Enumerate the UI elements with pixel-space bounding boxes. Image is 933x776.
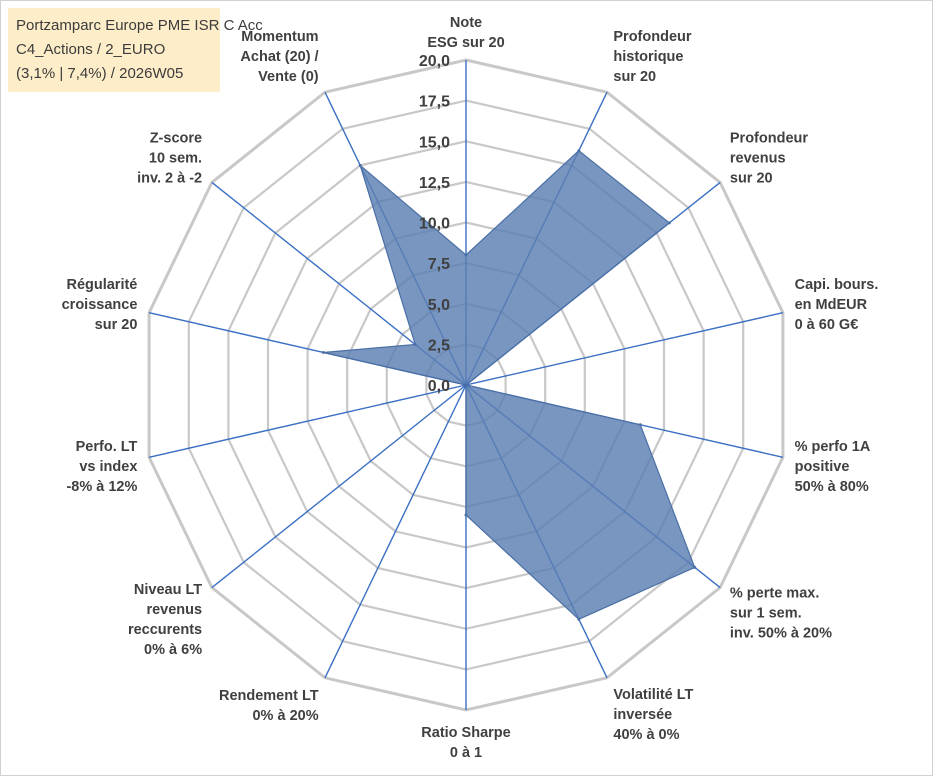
axis-label: Note ESG sur 20 <box>427 15 504 51</box>
axis-label-line: 0% à 6% <box>144 642 202 658</box>
axis-label-line: Momentum <box>241 29 318 45</box>
axis-label: Profondeur historique sur 20 <box>613 29 691 85</box>
series-point <box>693 565 697 569</box>
series-point <box>464 253 468 257</box>
axis-label: Z-score 10 sem. inv. 2 à -2 <box>137 130 202 186</box>
series-point <box>413 343 417 346</box>
axis-label: Rendement LT 0% à 20% <box>219 688 319 724</box>
axis-label-line: 10 sem. <box>149 150 202 166</box>
axis-spoke <box>324 384 467 679</box>
axis-label: Ratio Sharpe 0 à 1 <box>421 725 510 761</box>
tick-label: 20,0 <box>419 53 450 70</box>
series-point <box>667 221 671 225</box>
axis-label-line: croissance <box>62 297 138 313</box>
series-point <box>577 617 581 621</box>
axis-label-line: revenus <box>146 602 202 618</box>
axis-label-line: Achat (20) / <box>240 49 318 65</box>
series-point <box>638 423 642 427</box>
title-line-fund: Portzamparc Europe PME ISR C Acc <box>16 17 263 34</box>
axis-label-line: Profondeur <box>730 130 808 146</box>
axis-label-line: Niveau LT <box>134 582 202 598</box>
axis-label-line: Régularité <box>66 277 137 293</box>
tick-label: 2,5 <box>428 337 450 354</box>
tick-label: 10,0 <box>419 216 450 233</box>
axis-label-line: % perte max. <box>730 586 819 602</box>
axis-label-line: -8% à 12% <box>66 479 137 495</box>
axis-label-line: en MdEUR <box>795 297 868 313</box>
axis-label: Régularité croissance sur 20 <box>62 277 138 333</box>
axis-label-line: ESG sur 20 <box>427 35 504 51</box>
series-point <box>464 513 468 517</box>
axis-label-line: % perfo 1A <box>795 439 871 455</box>
axis-labels: Note ESG sur 20 Profondeur historique sur 20… <box>62 15 879 761</box>
title-line-stats: (3,1% | 7,4%) / 2026W05 <box>16 65 184 82</box>
title-line-category: C4_Actions / 2_EURO <box>16 41 166 58</box>
axis-label-line: historique <box>613 49 683 65</box>
tick-label: 17,5 <box>419 94 450 111</box>
axis-label-line: sur 20 <box>730 170 773 186</box>
series-area <box>323 149 696 621</box>
axis-label-line: sur 1 sem. <box>730 606 802 622</box>
axis-label-line: Vente (0) <box>258 69 319 85</box>
axis-label-line: Capi. bours. <box>795 277 879 293</box>
axis-label: Perfo. LT vs index -8% à 12% <box>66 439 137 495</box>
axis-label-line: Note <box>450 15 482 31</box>
axis-label-line: 0% à 20% <box>252 708 318 724</box>
tick-label: 15,0 <box>419 134 450 151</box>
axis-label: Momentum Achat (20) / Vente (0) <box>240 29 318 85</box>
axis-label-line: 50% à 80% <box>795 479 869 495</box>
series-point <box>321 351 325 354</box>
axis-label-line: inversée <box>613 707 672 723</box>
axis-label-line: positive <box>795 459 850 475</box>
series-point <box>464 383 468 387</box>
axis-spoke <box>211 384 467 589</box>
axis-label-line: 0 à 60 G€ <box>795 317 859 333</box>
axis-label-line: Profondeur <box>613 29 691 45</box>
axis-label: Capi. bours. en MdEUR 0 à 60 G€ <box>795 277 879 333</box>
axis-label: Profondeur revenus sur 20 <box>730 130 808 186</box>
axis-label-line: vs index <box>79 459 137 475</box>
axis-label-line: Z-score <box>150 130 202 146</box>
radar-series <box>321 149 697 621</box>
axis-label-line: Ratio Sharpe <box>421 725 510 741</box>
tick-label: 5,0 <box>428 297 450 314</box>
radial-tick-labels: 0,0 2,5 5,0 7,5 10,0 12,5 15,0 17,5 20,0 <box>419 53 450 395</box>
axis-label: % perte max. sur 1 sem. inv. 50% à 20% <box>730 586 832 642</box>
axis-label-line: revenus <box>730 150 786 166</box>
axis-label-line: 0 à 1 <box>450 745 482 761</box>
axis-label: Volatilité LT inversée 40% à 0% <box>613 687 693 743</box>
series-point <box>358 163 362 167</box>
axis-label-line: inv. 2 à -2 <box>137 170 202 186</box>
axis-label-line: reccurents <box>128 622 202 638</box>
axis-spoke <box>465 312 784 386</box>
chart-title-box: Portzamparc Europe PME ISR C Acc C4_Acti… <box>8 8 263 92</box>
series-point <box>577 149 581 153</box>
tick-label: 0,0 <box>428 378 450 395</box>
axis-label: % perfo 1A positive 50% à 80% <box>795 439 871 495</box>
axis-label: Niveau LT revenus reccurents 0% à 6% <box>128 582 202 658</box>
axis-label-line: sur 20 <box>613 69 656 85</box>
axis-label-line: inv. 50% à 20% <box>730 626 832 642</box>
axis-label-line: 40% à 0% <box>613 727 679 743</box>
tick-label: 7,5 <box>428 256 450 273</box>
axis-label-line: Volatilité LT <box>613 687 693 703</box>
axis-label-line: sur 20 <box>95 317 138 333</box>
axis-label-line: Rendement LT <box>219 688 319 704</box>
axis-spoke <box>148 384 467 458</box>
tick-label: 12,5 <box>419 175 450 192</box>
axis-label-line: Perfo. LT <box>76 439 138 455</box>
